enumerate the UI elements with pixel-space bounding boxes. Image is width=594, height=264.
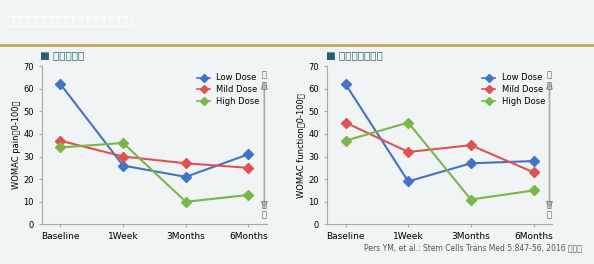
Legend: Low Dose, Mild Dose, High Dose: Low Dose, Mild Dose, High Dose xyxy=(194,70,263,109)
Text: 良
い: 良 い xyxy=(547,200,552,220)
Text: ■ 痛みスコア: ■ 痛みスコア xyxy=(40,50,84,60)
Legend: Low Dose, Mild Dose, High Dose: Low Dose, Mild Dose, High Dose xyxy=(479,70,548,109)
Y-axis label: WOMAC pain（0-100）: WOMAC pain（0-100） xyxy=(11,101,21,190)
Text: 培養幹細胞治療後の評価スコアの推移: 培養幹細胞治療後の評価スコアの推移 xyxy=(6,15,134,28)
Text: ■ 関節機能スコア: ■ 関節機能スコア xyxy=(326,50,383,60)
Y-axis label: WOMAC function（0-100）: WOMAC function（0-100） xyxy=(296,93,306,197)
Text: 悪
い: 悪 い xyxy=(547,71,552,90)
Text: Pers YM, et al.: Stem Cells Trans Med 5:847-56, 2016 を改変: Pers YM, et al.: Stem Cells Trans Med 5:… xyxy=(364,244,582,253)
Text: 悪
い: 悪 い xyxy=(262,71,267,90)
Text: 良
い: 良 い xyxy=(262,200,267,220)
